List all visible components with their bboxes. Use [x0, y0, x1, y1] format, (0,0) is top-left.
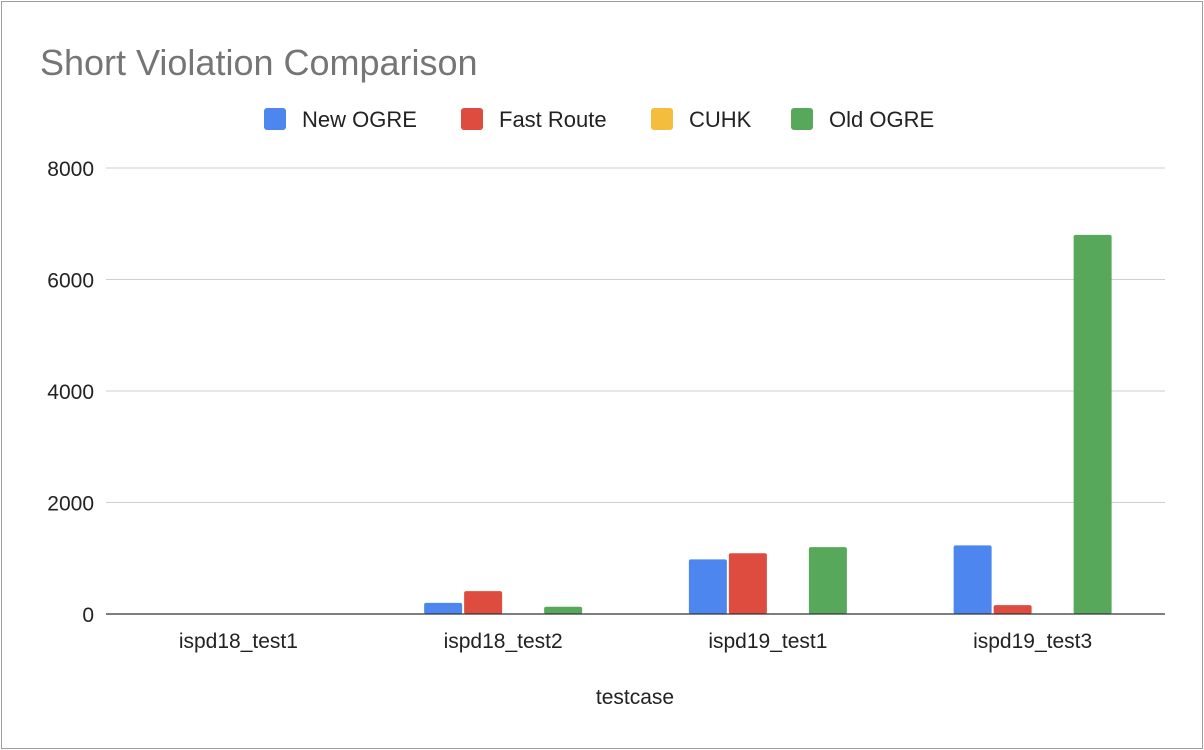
- y-tick-label: 4000: [47, 381, 94, 404]
- legend-swatch-new-ogre: [264, 108, 286, 130]
- gridlines: [106, 167, 1165, 503]
- y-axis-ticks: 0 2000 4000 6000 8000: [47, 158, 94, 627]
- legend-label: Fast Route: [499, 107, 607, 132]
- x-tick-label: ispd18_test2: [444, 630, 563, 653]
- x-tick-label: ispd18_test1: [179, 630, 298, 653]
- legend-swatch-fast-route: [461, 108, 483, 130]
- bar-new-ogre-ispd19-test3: [953, 545, 992, 614]
- bar-fast-route-ispd19-test3: [993, 605, 1032, 614]
- bars: [424, 234, 1112, 614]
- y-tick-label: 0: [82, 604, 94, 627]
- bar-new-ogre-ispd18-test2: [424, 602, 463, 614]
- bar-old-ogre-ispd19-test1: [808, 547, 847, 614]
- legend-swatch-cuhk: [651, 108, 673, 130]
- x-axis-label: testcase: [596, 686, 674, 709]
- x-axis-ticks: ispd18_test1 ispd18_test2 ispd19_test1 ispd…: [179, 630, 1092, 653]
- x-tick-label: ispd19_test3: [973, 630, 1092, 653]
- x-tick-label: ispd19_test1: [708, 630, 827, 653]
- legend-swatch-old-ogre: [791, 108, 813, 130]
- y-tick-label: 2000: [47, 493, 94, 516]
- bar-fast-route-ispd19-test1: [728, 553, 767, 614]
- legend-label: CUHK: [689, 107, 752, 132]
- bar-fast-route-ispd18-test2: [464, 591, 503, 614]
- bar-old-ogre-ispd18-test2: [544, 606, 583, 614]
- y-tick-label: 6000: [47, 270, 94, 293]
- bar-old-ogre-ispd19-test3: [1073, 234, 1112, 614]
- legend-label: New OGRE: [302, 107, 417, 132]
- legend-label: Old OGRE: [829, 107, 934, 132]
- y-tick-label: 8000: [47, 158, 94, 181]
- legend: New OGRE Fast Route CUHK Old OGRE: [264, 107, 934, 132]
- bar-new-ogre-ispd19-test1: [688, 559, 727, 614]
- chart-title: Short Violation Comparison: [40, 42, 478, 83]
